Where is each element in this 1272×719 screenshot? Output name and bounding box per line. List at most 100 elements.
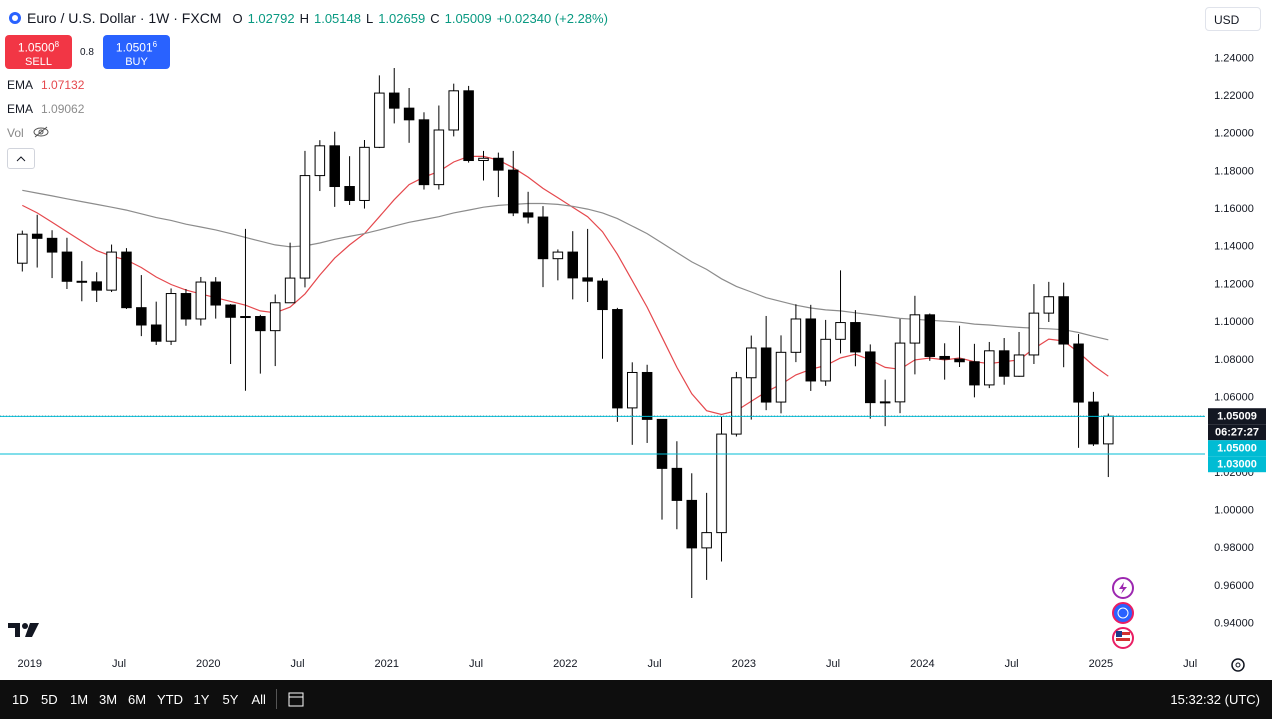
ohlc-value: 1.02792	[247, 10, 295, 26]
candle-body	[1013, 354, 1025, 377]
y-tick-label: 1.12000	[1214, 278, 1254, 290]
ema-line	[22, 155, 1109, 416]
x-tick-label: 2019	[18, 658, 42, 670]
x-tick-label: 2022	[553, 658, 577, 670]
symbol-title: Euro / U.S. Dollar · 1W · FXCM	[27, 10, 222, 26]
side-icons	[1112, 577, 1134, 649]
candle-body	[1103, 415, 1114, 445]
candle-body	[597, 280, 608, 311]
range-button[interactable]: 1M	[70, 692, 89, 707]
y-tick-label: 1.24000	[1214, 52, 1254, 64]
candle-body	[314, 145, 326, 177]
candle-body	[344, 186, 355, 201]
candle-body	[507, 169, 519, 214]
chevron	[16, 156, 26, 162]
x-tick-label: Jul	[1005, 658, 1019, 670]
candle-body	[567, 251, 579, 279]
price-badge: 1.03000	[1217, 459, 1257, 471]
candle-body	[433, 129, 445, 186]
candle-body	[448, 90, 459, 131]
sell-label: SELL	[25, 55, 52, 68]
date-range-icon[interactable]	[287, 690, 305, 708]
bottom-toolbar: 15:32:32 (UTC) 1D 5D 1M 3M 6M YTD 1Y 5Y All	[0, 680, 1272, 719]
y-tick-label: 1.10000	[1214, 316, 1254, 328]
price-badge-bg	[1208, 456, 1266, 473]
candle-body	[582, 277, 593, 282]
candle-body	[701, 532, 712, 549]
legend-item[interactable]: EMA 1.07132	[7, 78, 84, 92]
sell-pip: 8	[54, 40, 60, 49]
x-tick-label: Jul	[112, 658, 126, 670]
candle-body	[76, 280, 88, 283]
x-tick-label: 2025	[1089, 658, 1113, 670]
candle-body	[240, 316, 251, 319]
y-tick-label: 1.16000	[1214, 203, 1254, 215]
tv-logo	[8, 623, 39, 637]
candle-body	[17, 233, 28, 264]
range-button[interactable]: 1Y	[193, 692, 210, 707]
legend-item[interactable]: Vol	[7, 126, 50, 140]
legend-item[interactable]: EMA 1.09062	[7, 102, 84, 116]
candle-body	[626, 371, 638, 409]
sell-button[interactable]: 1.05008 SELL	[5, 35, 72, 69]
chart: 0.940000.960000.980001.000001.020001.040…	[0, 52, 1266, 670]
range-button[interactable]: 3M	[99, 692, 118, 707]
range-button[interactable]: 5D	[41, 692, 58, 707]
candle-body	[374, 92, 385, 148]
collapse-button[interactable]	[7, 148, 35, 169]
candle-body	[210, 281, 221, 306]
candle-body	[463, 90, 474, 162]
candle-body	[865, 351, 876, 404]
x-tick-label: 2020	[196, 658, 220, 670]
legend-value: 1.07132	[41, 78, 85, 92]
buy-label: BUY	[125, 55, 148, 68]
range-button[interactable]: 1D	[12, 692, 29, 707]
buy-pip: 6	[152, 40, 158, 49]
y-tick-label: 1.06000	[1214, 391, 1254, 403]
x-tick-label: Jul	[290, 658, 304, 670]
candle-body	[121, 251, 132, 309]
candle-body	[91, 281, 102, 291]
candle-body	[775, 351, 787, 403]
candle-body	[418, 119, 430, 186]
buy-price: 1.0501	[115, 40, 153, 55]
candle-body	[537, 216, 549, 260]
range-button[interactable]: 6M	[128, 692, 147, 707]
y-tick-label: 0.96000	[1214, 580, 1254, 592]
candle-body	[954, 358, 965, 363]
candle-body	[522, 212, 534, 218]
currency-select[interactable]: USD	[1205, 7, 1261, 31]
y-tick-label: 0.98000	[1214, 542, 1254, 554]
candle-body	[1058, 296, 1069, 345]
price-badge-bg	[1208, 440, 1266, 457]
header: Euro / U.S. Dollar · 1W · FXCM O 1.02792 …	[8, 10, 608, 26]
candle-body	[1088, 401, 1099, 445]
price-badge-bg	[1208, 408, 1266, 425]
candle-body	[403, 107, 415, 121]
range-button[interactable]: YTD	[157, 692, 183, 707]
ohlc-value: 1.05148	[313, 10, 361, 26]
y-tick-label: 1.14000	[1214, 241, 1254, 253]
buy-button[interactable]: 1.05016 BUY	[103, 35, 170, 69]
candle-body	[969, 361, 980, 386]
ohlc-label: C	[430, 10, 440, 26]
legend-value: 1.09062	[41, 102, 85, 116]
candle-body	[388, 92, 400, 109]
range-button[interactable]: All	[251, 692, 266, 707]
candle-body	[284, 277, 296, 304]
candle-body	[790, 318, 802, 353]
candle-body	[746, 347, 757, 379]
candle-body	[255, 316, 266, 332]
range-button[interactable]: 5Y	[222, 692, 239, 707]
countdown-badge-bg	[1208, 424, 1266, 441]
settings-icon[interactable]	[1230, 657, 1246, 673]
candle-body	[612, 309, 623, 409]
candle-body	[984, 350, 995, 386]
ohlc-label: O	[232, 10, 243, 26]
y-tick-label: 1.22000	[1214, 90, 1254, 102]
candle-body	[165, 293, 177, 342]
candle-body	[552, 251, 564, 260]
volume-label: Vol	[7, 126, 24, 140]
candle-body	[835, 322, 846, 340]
